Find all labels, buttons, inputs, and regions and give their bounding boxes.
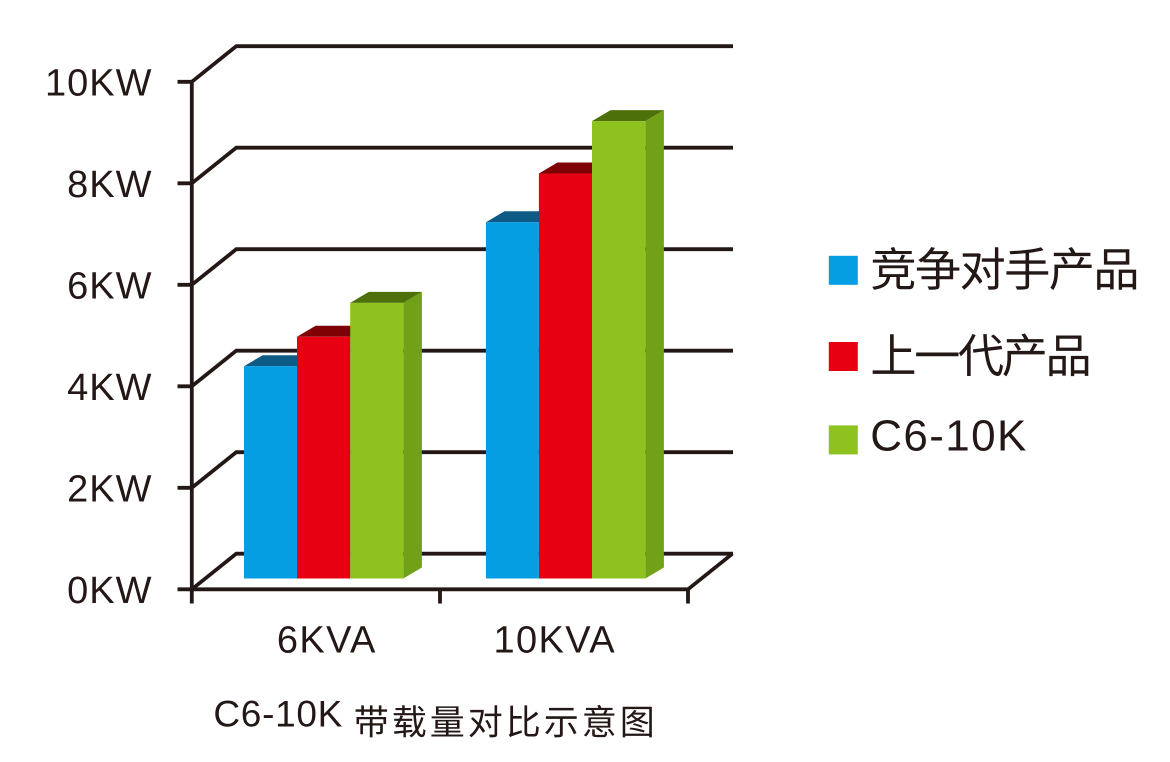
svg-text:2KW: 2KW: [67, 468, 152, 510]
svg-text:6KW: 6KW: [67, 265, 152, 307]
svg-text:10KVA: 10KVA: [493, 619, 615, 661]
svg-text:4KW: 4KW: [67, 367, 152, 409]
svg-text:8KW: 8KW: [67, 164, 152, 206]
svg-text:0KW: 0KW: [67, 570, 152, 612]
svg-text:6KVA: 6KVA: [277, 619, 377, 661]
svg-text:C6-10K: C6-10K: [870, 412, 1028, 461]
svg-text:10KW: 10KW: [45, 62, 152, 104]
svg-text:C6-10K: C6-10K: [213, 694, 343, 735]
